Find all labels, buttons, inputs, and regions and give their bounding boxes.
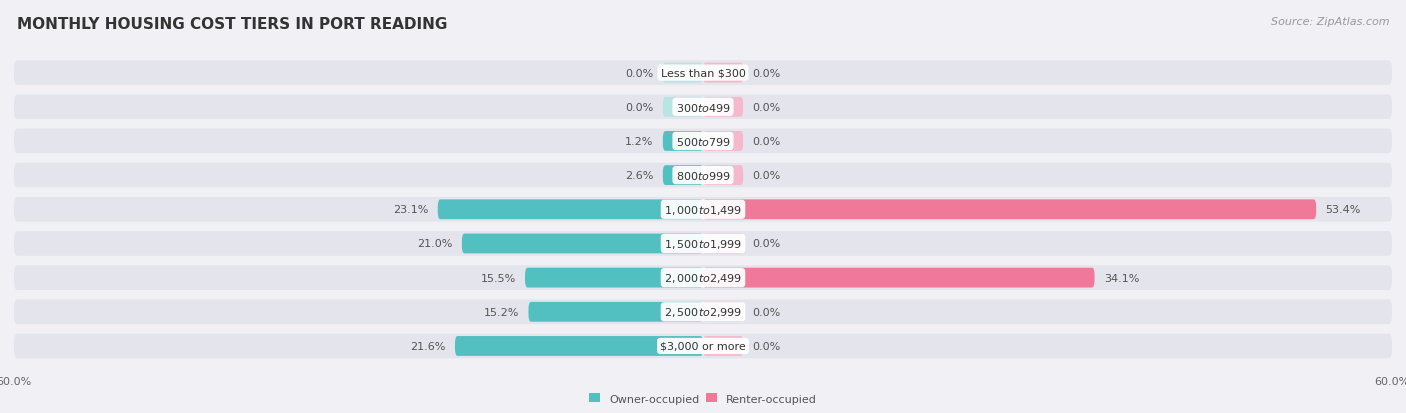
FancyBboxPatch shape [703, 302, 744, 322]
FancyBboxPatch shape [14, 164, 1392, 188]
FancyBboxPatch shape [703, 234, 744, 254]
FancyBboxPatch shape [14, 232, 1392, 256]
Text: 53.4%: 53.4% [1326, 205, 1361, 215]
Text: 0.0%: 0.0% [752, 102, 780, 112]
Legend: Owner-occupied, Renter-occupied: Owner-occupied, Renter-occupied [585, 389, 821, 408]
Text: Source: ZipAtlas.com: Source: ZipAtlas.com [1271, 17, 1389, 26]
FancyBboxPatch shape [662, 64, 703, 83]
Text: $2,500 to $2,999: $2,500 to $2,999 [664, 306, 742, 318]
FancyBboxPatch shape [437, 200, 703, 220]
Text: 21.0%: 21.0% [418, 239, 453, 249]
FancyBboxPatch shape [14, 197, 1392, 222]
FancyBboxPatch shape [703, 97, 744, 117]
FancyBboxPatch shape [703, 132, 744, 152]
Text: 23.1%: 23.1% [394, 205, 429, 215]
Text: 0.0%: 0.0% [752, 239, 780, 249]
Text: 15.5%: 15.5% [481, 273, 516, 283]
Text: $3,000 or more: $3,000 or more [661, 341, 745, 351]
Text: MONTHLY HOUSING COST TIERS IN PORT READING: MONTHLY HOUSING COST TIERS IN PORT READI… [17, 17, 447, 31]
FancyBboxPatch shape [456, 336, 703, 356]
Text: 1.2%: 1.2% [626, 137, 654, 147]
FancyBboxPatch shape [524, 268, 703, 288]
FancyBboxPatch shape [14, 334, 1392, 358]
Text: 0.0%: 0.0% [752, 137, 780, 147]
FancyBboxPatch shape [703, 200, 1316, 220]
FancyBboxPatch shape [14, 129, 1392, 154]
Text: 21.6%: 21.6% [411, 341, 446, 351]
FancyBboxPatch shape [14, 61, 1392, 85]
FancyBboxPatch shape [662, 166, 703, 185]
FancyBboxPatch shape [662, 132, 703, 152]
Text: 0.0%: 0.0% [752, 171, 780, 180]
Text: 0.0%: 0.0% [626, 102, 654, 112]
Text: 0.0%: 0.0% [752, 69, 780, 78]
Text: $800 to $999: $800 to $999 [675, 170, 731, 182]
Text: 0.0%: 0.0% [752, 341, 780, 351]
FancyBboxPatch shape [14, 95, 1392, 120]
FancyBboxPatch shape [529, 302, 703, 322]
Text: $300 to $499: $300 to $499 [675, 102, 731, 114]
Text: $2,000 to $2,499: $2,000 to $2,499 [664, 271, 742, 285]
FancyBboxPatch shape [703, 166, 744, 185]
Text: 15.2%: 15.2% [484, 307, 519, 317]
Text: $500 to $799: $500 to $799 [675, 135, 731, 147]
FancyBboxPatch shape [703, 64, 744, 83]
FancyBboxPatch shape [461, 234, 703, 254]
Text: 0.0%: 0.0% [626, 69, 654, 78]
Text: 34.1%: 34.1% [1104, 273, 1139, 283]
Text: 0.0%: 0.0% [752, 307, 780, 317]
FancyBboxPatch shape [14, 266, 1392, 290]
FancyBboxPatch shape [703, 268, 1094, 288]
Text: Less than $300: Less than $300 [661, 69, 745, 78]
FancyBboxPatch shape [662, 97, 703, 117]
Text: 2.6%: 2.6% [626, 171, 654, 180]
Text: $1,500 to $1,999: $1,500 to $1,999 [664, 237, 742, 250]
Text: $1,000 to $1,499: $1,000 to $1,499 [664, 203, 742, 216]
FancyBboxPatch shape [14, 300, 1392, 324]
FancyBboxPatch shape [703, 336, 744, 356]
